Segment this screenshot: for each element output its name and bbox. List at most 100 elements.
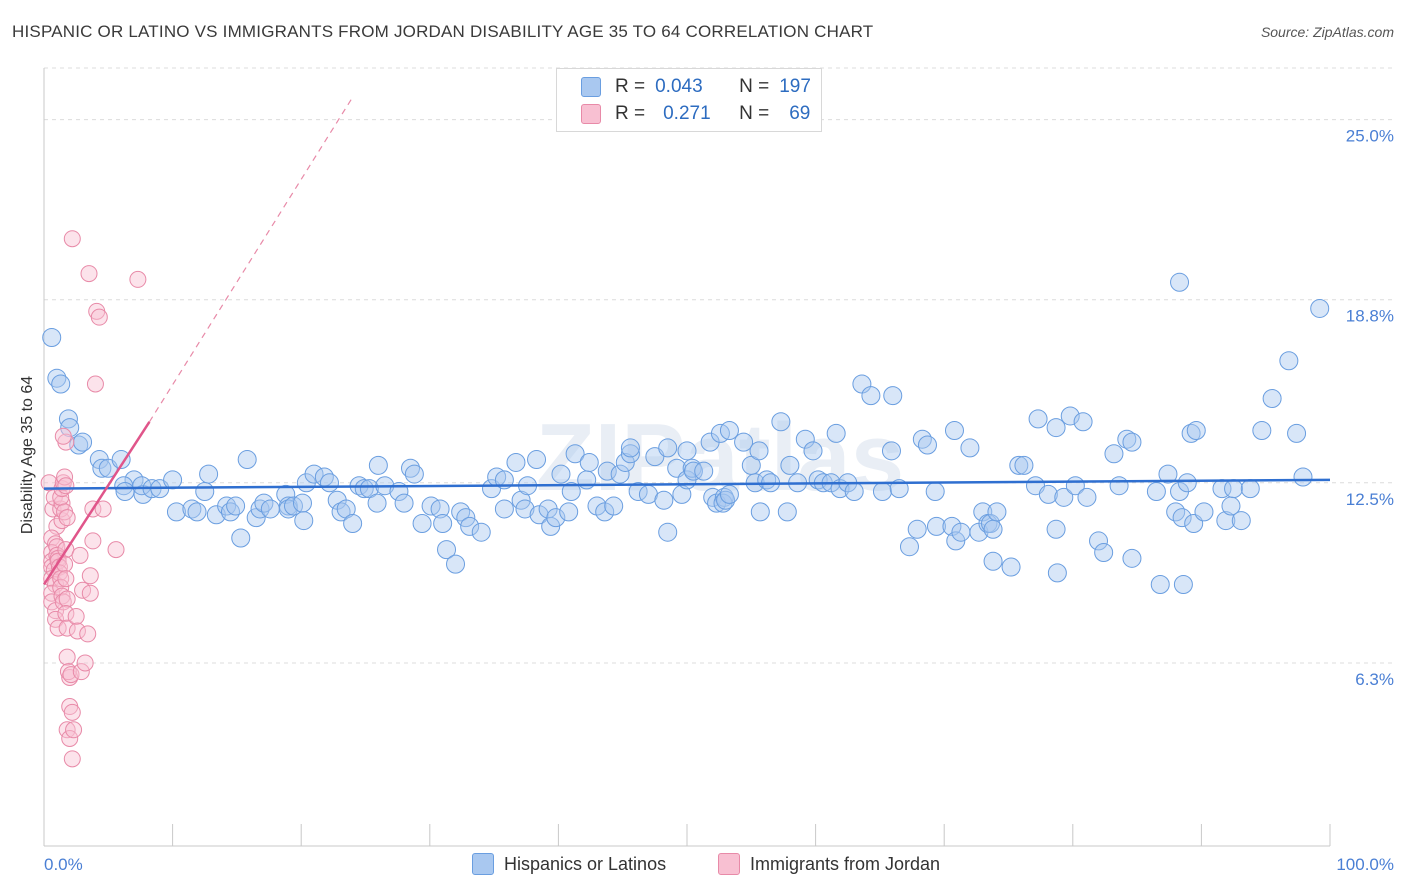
data-point bbox=[683, 461, 703, 481]
data-point bbox=[94, 500, 112, 518]
data-point bbox=[278, 499, 298, 519]
data-point bbox=[551, 464, 571, 484]
y-tick-label: 6.3% bbox=[1355, 670, 1394, 689]
legend-r-label: R = bbox=[615, 103, 646, 124]
chart-title: HISPANIC OR LATINO VS IMMIGRANTS FROM JO… bbox=[12, 22, 874, 41]
data-point bbox=[1028, 409, 1048, 429]
data-point bbox=[58, 648, 76, 666]
data-point bbox=[49, 619, 67, 637]
data-point bbox=[90, 308, 108, 326]
data-point bbox=[57, 570, 75, 588]
data-point bbox=[58, 590, 76, 608]
data-point bbox=[412, 513, 432, 533]
y-axis-title: Disability Age 35 to 64 bbox=[19, 376, 36, 534]
data-point bbox=[925, 482, 945, 502]
data-point bbox=[430, 499, 450, 519]
points-jordan bbox=[40, 230, 147, 768]
data-point bbox=[1109, 476, 1129, 496]
data-point bbox=[59, 663, 77, 681]
data-point bbox=[63, 703, 81, 721]
data-point bbox=[237, 450, 257, 470]
data-point bbox=[658, 438, 678, 458]
data-point bbox=[1073, 412, 1093, 432]
legend-n-label: N = bbox=[739, 103, 770, 124]
data-point bbox=[610, 464, 630, 484]
data-point bbox=[56, 555, 74, 573]
data-point bbox=[1173, 574, 1193, 594]
data-point bbox=[199, 464, 219, 484]
data-point bbox=[226, 496, 246, 516]
data-point bbox=[67, 607, 85, 625]
data-point bbox=[861, 386, 881, 406]
data-point bbox=[960, 438, 980, 458]
y-tick-labels: 6.3% 12.5% 18.8% 25.0% bbox=[1346, 127, 1394, 689]
data-point bbox=[750, 502, 770, 522]
bottom-legend-swatch-hispanics bbox=[472, 853, 494, 875]
data-point bbox=[1117, 429, 1137, 449]
y-tick-label: 25.0% bbox=[1346, 127, 1394, 146]
data-point bbox=[565, 444, 585, 464]
data-point bbox=[899, 537, 919, 557]
legend-swatch-hispanics bbox=[581, 77, 601, 97]
data-point bbox=[795, 429, 815, 449]
data-point bbox=[61, 729, 79, 747]
data-point bbox=[926, 516, 946, 536]
data-point bbox=[451, 502, 471, 522]
data-point bbox=[319, 473, 339, 493]
data-point bbox=[166, 502, 186, 522]
data-point bbox=[515, 499, 535, 519]
data-point bbox=[1172, 508, 1192, 528]
data-point bbox=[86, 375, 104, 393]
x-tick-label-max: 100.0% bbox=[1336, 855, 1394, 874]
data-point bbox=[294, 511, 314, 531]
data-point bbox=[56, 468, 74, 486]
legend-r-value: 0.043 bbox=[655, 76, 703, 97]
data-point bbox=[658, 522, 678, 542]
legend: R = 0.043 N = 197 R = 0.271 N = 69 bbox=[556, 68, 822, 132]
data-point bbox=[595, 502, 615, 522]
data-point bbox=[677, 441, 697, 461]
data-point bbox=[604, 496, 624, 516]
data-point bbox=[872, 482, 892, 502]
data-point bbox=[354, 479, 374, 499]
data-point bbox=[111, 450, 131, 470]
data-point bbox=[1122, 548, 1142, 568]
data-point bbox=[803, 441, 823, 461]
data-point bbox=[336, 499, 356, 519]
data-point bbox=[1046, 519, 1066, 539]
data-point bbox=[68, 622, 86, 640]
trend-line bbox=[42, 421, 151, 586]
data-point bbox=[912, 429, 932, 449]
data-point bbox=[163, 470, 183, 490]
data-point bbox=[1293, 467, 1313, 487]
data-point bbox=[54, 474, 72, 492]
data-point bbox=[1146, 482, 1166, 502]
data-point bbox=[559, 502, 579, 522]
data-point bbox=[367, 493, 387, 513]
data-point bbox=[73, 432, 93, 452]
data-point bbox=[506, 452, 526, 472]
grid bbox=[44, 67, 1394, 664]
data-point bbox=[615, 452, 635, 472]
data-point bbox=[69, 435, 89, 455]
data-point bbox=[343, 513, 363, 533]
data-point bbox=[250, 499, 270, 519]
data-point bbox=[777, 502, 797, 522]
data-point bbox=[1158, 464, 1178, 484]
data-point bbox=[1252, 420, 1272, 440]
data-point bbox=[433, 513, 453, 533]
data-point bbox=[1310, 298, 1330, 318]
y-tick-label: 12.5% bbox=[1346, 490, 1394, 509]
x-tick-label-min: 0.0% bbox=[44, 855, 83, 874]
data-point bbox=[883, 386, 903, 406]
data-point bbox=[72, 663, 90, 681]
data-point bbox=[1047, 563, 1067, 583]
data-point bbox=[1224, 479, 1244, 499]
data-point bbox=[79, 625, 97, 643]
bottom-legend-hispanics: Hispanics or Latinos bbox=[472, 852, 666, 876]
trend-lines bbox=[42, 98, 1331, 586]
data-point bbox=[1046, 418, 1066, 438]
data-point bbox=[1177, 473, 1197, 493]
data-point bbox=[694, 461, 714, 481]
data-point bbox=[1014, 455, 1034, 475]
